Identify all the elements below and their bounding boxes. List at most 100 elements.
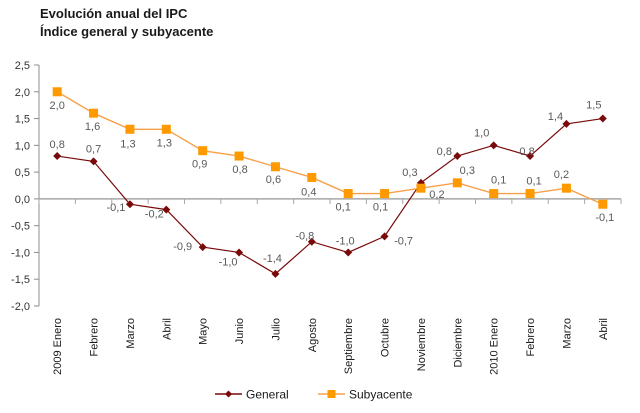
data-point-general [89,157,98,166]
data-label-subyacente: 1,3 [157,137,172,149]
data-point-general [344,248,353,257]
data-point-general [235,248,244,257]
data-label-general: -0,9 [173,241,192,253]
data-label-subyacente: 2,0 [50,100,65,112]
x-tick-label: Diciembre [452,318,464,368]
x-tick-label: Junio [234,318,246,344]
data-point-general [162,205,171,214]
x-tick-label: Abril [161,318,173,340]
data-point-general [307,237,316,246]
series-line-subyacente [56,91,604,205]
data-label-subyacente: 0,3 [460,165,475,177]
y-tick-label: 1,5 [15,114,30,126]
series-general [53,114,607,278]
data-point-subyacente [89,108,99,118]
data-label-subyacente: 0,2 [554,169,569,181]
x-tick-label: Febrero [525,318,537,357]
data-label-general: 1,4 [548,111,563,123]
data-label-subyacente: 0,1 [526,176,541,188]
data-label-general: 0,7 [86,143,101,155]
y-tick-label: -2,0 [11,301,30,313]
axes: 2,5 2,0 1,5 1,0 0,5 0,0 -0,5 -1,0 -1,5 -2,0 2009 E… [11,60,622,375]
data-point-general [453,152,462,161]
data-label-general: 1,0 [474,127,489,139]
x-tick-label: Mayo [198,318,210,345]
x-tick-label: Marzo [125,318,137,349]
data-point-general [125,200,134,209]
data-label-subyacente: 0,1 [491,175,506,187]
data-labels: 0,8 0,7 -0,1 -0,2 -0,9 -1,0 -1,4 -0,8 -1,0 -0,7 0,… [50,100,615,269]
data-label-general: -0,8 [295,231,314,243]
data-label-general: 0,8 [437,146,452,158]
data-point-subyacente [598,199,608,209]
data-label-general: -1,4 [263,253,282,265]
data-point-subyacente [234,151,244,161]
data-point-general [53,152,62,161]
data-label-general: 0,8 [50,139,65,151]
y-tick-label: -1,0 [11,247,30,259]
x-tick-label: Noviembre [416,318,428,371]
data-label-general: -1,0 [336,235,355,247]
data-point-subyacente [52,87,62,97]
y-tick-label: 0,0 [15,194,30,206]
legend-label: General [246,388,289,402]
x-tick-label: Octubre [380,318,392,357]
y-tick-label: 1,0 [15,140,30,152]
data-label-general: -0,2 [145,209,164,221]
data-label-general: 0,8 [519,146,534,158]
data-point-subyacente [307,172,317,182]
data-point-subyacente [343,189,353,199]
y-tick-label: 2,5 [15,60,30,72]
data-label-subyacente: 0,6 [266,174,281,186]
x-tick-label: Agosto [307,318,319,352]
x-tick-label: Septiembre [343,318,355,374]
y-tick-label: -1,5 [11,274,30,286]
data-point-subyacente [198,146,208,156]
data-label-subyacente: 0,1 [336,202,351,214]
legend-marker-square-icon [327,390,336,398]
data-label-general: -0,7 [394,235,413,247]
legend-label: Subyacente [349,388,413,402]
data-label-subyacente: 0,2 [429,189,444,201]
data-label-general: 0,3 [402,167,417,179]
chart-title: Evolución anual del IPC [40,6,188,21]
data-label-general: -1,0 [219,256,238,268]
data-point-subyacente [525,189,535,199]
legend-marker-diamond-icon [225,390,232,398]
data-point-subyacente [270,162,280,172]
data-point-general [562,119,571,128]
data-point-subyacente [125,124,135,134]
data-point-general [598,114,607,123]
data-label-subyacente: 0,9 [192,159,207,171]
data-point-general [380,232,389,241]
data-point-general [271,269,280,278]
chart-subtitle: Índice general y subyacente [40,24,213,39]
x-tick-label: Julio [270,318,282,341]
data-label-general: -0,1 [106,202,125,214]
data-label-subyacente: 0,8 [232,164,247,176]
legend-item-general: General [215,388,289,402]
data-point-subyacente [161,124,171,134]
series-line-general [57,117,603,275]
data-label-subyacente: 0,1 [373,202,388,214]
data-point-general [526,152,535,161]
x-tick-label: Febrero [89,318,101,357]
data-label-subyacente: 1,3 [120,138,135,150]
x-tick-label: Abril [598,318,610,340]
x-tick-label: Marzo [561,318,573,349]
data-label-general: 1,5 [586,100,601,112]
y-tick-label: 2,0 [15,87,30,99]
data-point-subyacente [489,189,499,199]
series-subyacente [52,87,608,209]
data-point-subyacente [561,183,571,193]
legend: General Subyacente [215,388,413,402]
data-point-general [198,243,207,252]
data-point-subyacente [380,189,390,199]
y-tick-label: 0,5 [15,167,30,179]
data-point-subyacente [416,183,426,193]
data-label-subyacente: 1,6 [85,121,100,133]
data-point-subyacente [452,178,462,188]
y-tick-label: -0,5 [11,221,30,233]
data-point-general [489,141,498,150]
